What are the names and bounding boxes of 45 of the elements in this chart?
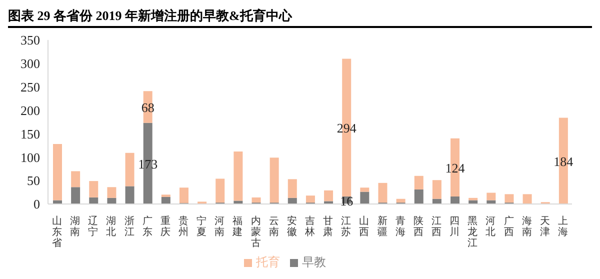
x-tick-label: 海南 (522, 215, 532, 238)
x-tick-label: 江西 (431, 215, 442, 238)
x-tick-label: 辽宁 (88, 215, 98, 238)
x-tick-label: 湖北 (106, 215, 116, 238)
x-tick-label: 广西 (504, 215, 514, 238)
x-tick-label: 贵州 (178, 215, 189, 238)
y-tick-label: 0 (34, 196, 40, 212)
x-tick-label: 山西 (359, 215, 370, 238)
x-tick-label: 天津 (540, 216, 550, 238)
x-tick-label: 陕西 (413, 215, 424, 238)
x-tick-label: 福建 (232, 215, 243, 238)
data-label: 173 (138, 156, 158, 172)
x-tick-label: 吉林 (304, 215, 315, 238)
legend-label: 早教 (302, 255, 326, 269)
data-label: 68 (141, 100, 154, 116)
x-tick-label: 浙江 (124, 215, 134, 238)
y-tick-label: 250 (20, 79, 40, 94)
y-tick-label: 100 (20, 150, 40, 165)
x-tick-label: 上海 (558, 215, 568, 238)
x-tick-label: 青海 (395, 215, 406, 238)
x-tick-label: 甘肃 (323, 215, 334, 238)
x-tick-label: 河北 (486, 215, 496, 238)
x-tick-label: 四川 (450, 216, 460, 238)
x-tick-label: 黑龙江 (468, 216, 478, 249)
data-label: 124 (445, 160, 466, 176)
x-tick-label: 江苏 (341, 215, 352, 238)
x-tick-label: 内蒙古 (250, 215, 261, 249)
x-tick-label: 宁夏 (196, 215, 207, 238)
x-tick-label: 湖南 (70, 215, 80, 238)
x-tick-label: 重庆 (160, 215, 170, 238)
x-tick-label: 新疆 (377, 215, 388, 238)
y-tick-label: 300 (20, 56, 40, 72)
y-tick-label: 200 (20, 102, 40, 118)
y-tick-label: 350 (20, 32, 40, 48)
chart-title: 图表 29 各省份 2019 年新增注册的早教&托育中心 (8, 8, 592, 28)
data-label: 184 (554, 154, 574, 169)
legend-label: 托育 (256, 255, 280, 269)
x-tick-label: 云南 (268, 216, 279, 238)
y-tick-label: 50 (27, 173, 40, 188)
x-tick-label: 山东省 (52, 215, 62, 249)
data-label: 294 (336, 120, 357, 136)
x-tick-label: 广东 (142, 215, 152, 238)
y-tick-label: 150 (20, 126, 40, 142)
x-tick-label: 安徽 (286, 215, 297, 238)
x-tick-label: 河南 (214, 215, 225, 238)
